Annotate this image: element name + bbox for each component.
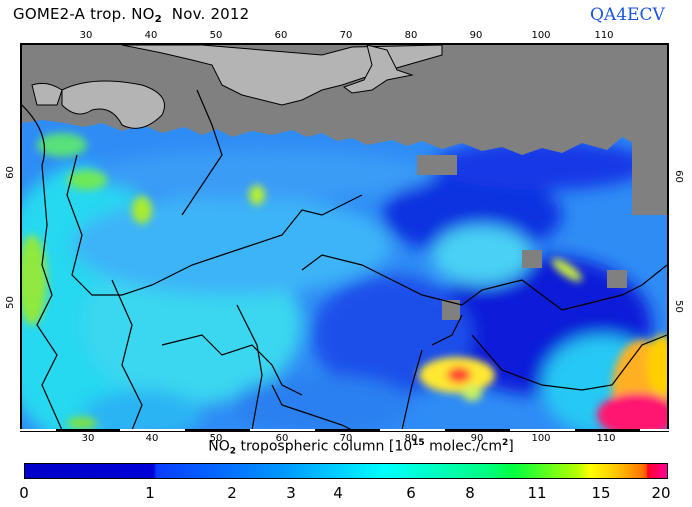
- x-tick-top: 60: [274, 30, 288, 41]
- x-tick-top: 30: [79, 30, 93, 41]
- colorbar-label: 6: [406, 484, 416, 502]
- colorbar-label: 2: [227, 484, 237, 502]
- colorbar-title: NO2 tropospheric column [1015 molec./cm2…: [208, 438, 514, 457]
- colorbar-label: 1: [145, 484, 155, 502]
- colorbar-label: 8: [465, 484, 475, 502]
- x-tick-top: 110: [594, 30, 614, 41]
- x-tick-top: 90: [469, 30, 483, 41]
- colorbar-label: 15: [591, 484, 611, 502]
- x-tick-bottom: 50: [209, 433, 223, 444]
- x-tick-bottom: 40: [145, 433, 159, 444]
- x-tick-bottom: 70: [339, 433, 353, 444]
- colorbar-label: 4: [333, 484, 343, 502]
- no2-heatmap: [22, 45, 667, 430]
- colorbar-label: 11: [527, 484, 547, 502]
- map-frame: [20, 43, 669, 432]
- y-tick-left: 50: [4, 296, 16, 309]
- x-axis-bottom-bar: [20, 429, 669, 432]
- brand-label: QA4ECV: [590, 5, 665, 25]
- colorbar-label: 20: [651, 484, 671, 502]
- x-tick-bottom: 60: [275, 433, 289, 444]
- colorbar: [24, 463, 668, 479]
- x-tick-bottom: 80: [404, 433, 418, 444]
- y-tick-right: 50: [672, 300, 684, 313]
- x-tick-top: 40: [144, 30, 158, 41]
- colorbar-label: 3: [286, 484, 296, 502]
- x-tick-top: 70: [339, 30, 353, 41]
- y-tick-right: 60: [672, 170, 684, 183]
- y-tick-left: 60: [4, 166, 16, 179]
- x-tick-top: 80: [404, 30, 418, 41]
- x-tick-bottom: 110: [596, 433, 616, 444]
- x-tick-top: 100: [531, 30, 551, 41]
- x-tick-bottom: 30: [81, 433, 95, 444]
- map-title: GOME2-A trop. NO2 Nov. 2012: [13, 5, 250, 25]
- colorbar-label: 0: [19, 484, 29, 502]
- x-tick-top: 50: [209, 30, 223, 41]
- x-tick-bottom: 90: [470, 433, 484, 444]
- no-data-region: [22, 45, 667, 155]
- x-tick-bottom: 100: [531, 433, 551, 444]
